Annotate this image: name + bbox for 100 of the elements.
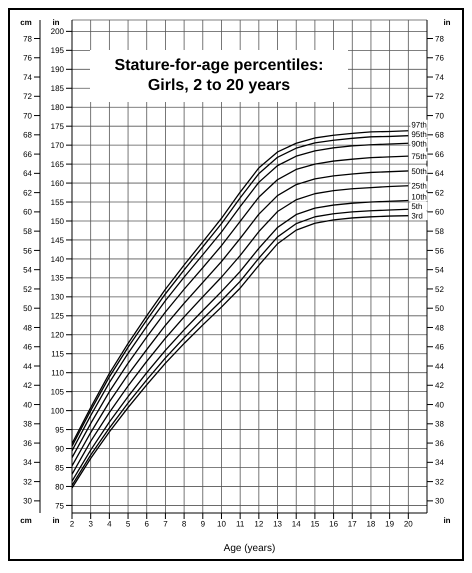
x-tick-label: 3 — [88, 520, 94, 529]
y3-tick-label: 38 — [23, 420, 33, 429]
y2-tick-label: 56 — [435, 246, 444, 256]
y3-tick-label: 30 — [23, 496, 33, 506]
y2-tick-label: 60 — [435, 208, 444, 217]
x-tick-label: 7 — [163, 520, 168, 529]
y-tick-label: 160 — [50, 178, 65, 188]
text: in — [52, 516, 60, 525]
y2-tick-label: 40 — [435, 400, 444, 410]
y-tick-label: 145 — [50, 236, 65, 245]
x-tick-label: 17 — [348, 520, 358, 529]
x-tick-label: 5 — [126, 520, 131, 529]
y2-tick-label: 48 — [435, 323, 444, 332]
y2-tick-label: 68 — [435, 130, 444, 140]
y3-tick-label: 64 — [23, 169, 33, 178]
y-tick-label: 95 — [55, 425, 65, 434]
y-tick-label: 80 — [55, 482, 65, 492]
text: in — [443, 516, 451, 525]
title-box: Stature-for-age percentiles: Girls, 2 to 20 years — [90, 50, 348, 102]
y-tick-label: 180 — [50, 103, 65, 112]
y2-tick-label: 62 — [435, 188, 444, 198]
y2-tick-label: 66 — [435, 150, 444, 159]
y3-tick-label: 78 — [23, 34, 33, 44]
x-tick-label: 11 — [236, 520, 245, 529]
y-tick-label: 120 — [50, 330, 65, 340]
series-label: 75th — [411, 152, 427, 162]
y-tick-label: 105 — [50, 387, 65, 396]
y3-tick-label: 32 — [23, 477, 33, 486]
y2-tick-label: 42 — [435, 381, 444, 390]
y2-tick-label: 72 — [435, 92, 444, 102]
x-axis-title: Age (years) — [224, 543, 276, 554]
y-tick-label: 200 — [50, 27, 65, 36]
y2-tick-label: 34 — [435, 458, 444, 468]
y-tick-label: 150 — [50, 216, 65, 226]
y-tick-label: 100 — [50, 406, 65, 416]
y2-tick-label: 64 — [435, 169, 444, 178]
y2-tick-label: 44 — [435, 362, 444, 371]
x-tick-label: 12 — [254, 520, 264, 529]
y3-tick-label: 68 — [23, 130, 33, 140]
x-tick-label: 16 — [329, 520, 339, 529]
y3-tick-label: 48 — [23, 323, 33, 332]
y-axis-title: cm — [19, 18, 33, 27]
series-label: 95th — [411, 130, 427, 139]
x-tick-label: 8 — [182, 520, 187, 529]
y-tick-label: 130 — [50, 292, 65, 302]
y-tick-label: 165 — [50, 160, 65, 169]
y-tick-label: 110 — [51, 368, 65, 378]
y-tick-label: 125 — [50, 312, 65, 321]
y2-tick-label: 76 — [435, 54, 444, 63]
x-tick-label: 2 — [70, 520, 75, 529]
text: cm — [20, 516, 32, 525]
y3-tick-label: 56 — [23, 246, 33, 256]
series-label: 90th — [411, 139, 427, 148]
series-label: 25th — [411, 182, 427, 191]
y3-tick-label: 52 — [23, 284, 33, 294]
y2-tick-label: 50 — [435, 304, 444, 314]
y3-axis-title: in — [51, 18, 61, 27]
series-label: 5th — [411, 202, 422, 212]
series-label: 50th — [411, 166, 427, 176]
y2-tick-label: 74 — [435, 72, 444, 82]
x-tick-label: 20 — [404, 520, 414, 529]
y-tick-label: 135 — [50, 274, 65, 283]
y3-tick-label: 60 — [23, 208, 33, 217]
x-tick-label: 10 — [217, 520, 226, 529]
y-tick-label: 115 — [51, 350, 65, 359]
series-label: 3rd — [411, 212, 423, 221]
y2-tick-label: 32 — [435, 477, 444, 486]
y2-tick-label: 54 — [435, 266, 444, 275]
x-tick-label: 14 — [292, 520, 302, 529]
y3-tick-label: 72 — [23, 92, 33, 102]
y-tick-label: 155 — [50, 198, 65, 207]
y2-axis-title: in — [442, 18, 452, 27]
y2-tick-label: 46 — [435, 342, 444, 352]
x-tick-label: 4 — [107, 520, 112, 529]
y3-tick-label: 62 — [23, 188, 33, 198]
y-tick-label: 75 — [55, 501, 65, 510]
y2-tick-label: 30 — [435, 496, 444, 506]
y3-tick-label: 44 — [23, 362, 33, 371]
y3-tick-label: 66 — [23, 150, 33, 159]
y3-tick-label: 54 — [23, 266, 33, 275]
y-tick-label: 175 — [50, 122, 65, 132]
y-tick-label: 190 — [50, 65, 65, 74]
y-tick-label: 195 — [50, 46, 65, 56]
y3-tick-label: 34 — [23, 458, 33, 468]
y2-tick-label: 36 — [435, 438, 444, 448]
x-tick-label: 13 — [273, 520, 283, 529]
x-tick-label: 6 — [144, 520, 150, 529]
y2-tick-label: 70 — [435, 111, 444, 120]
y3-tick-label: 74 — [23, 72, 33, 82]
series-label: 10th — [411, 192, 427, 202]
y2-tick-label: 52 — [435, 284, 444, 294]
y2-tick-label: 38 — [435, 420, 444, 429]
y3-tick-label: 58 — [23, 226, 33, 236]
series-label: 97th — [411, 120, 427, 130]
y3-tick-label: 76 — [23, 54, 33, 63]
y-tick-label: 90 — [55, 444, 65, 454]
y-tick-label: 140 — [50, 254, 65, 264]
x-tick-label: 15 — [310, 520, 320, 529]
y3-tick-label: 40 — [23, 400, 33, 410]
y-tick-label: 170 — [50, 140, 65, 150]
